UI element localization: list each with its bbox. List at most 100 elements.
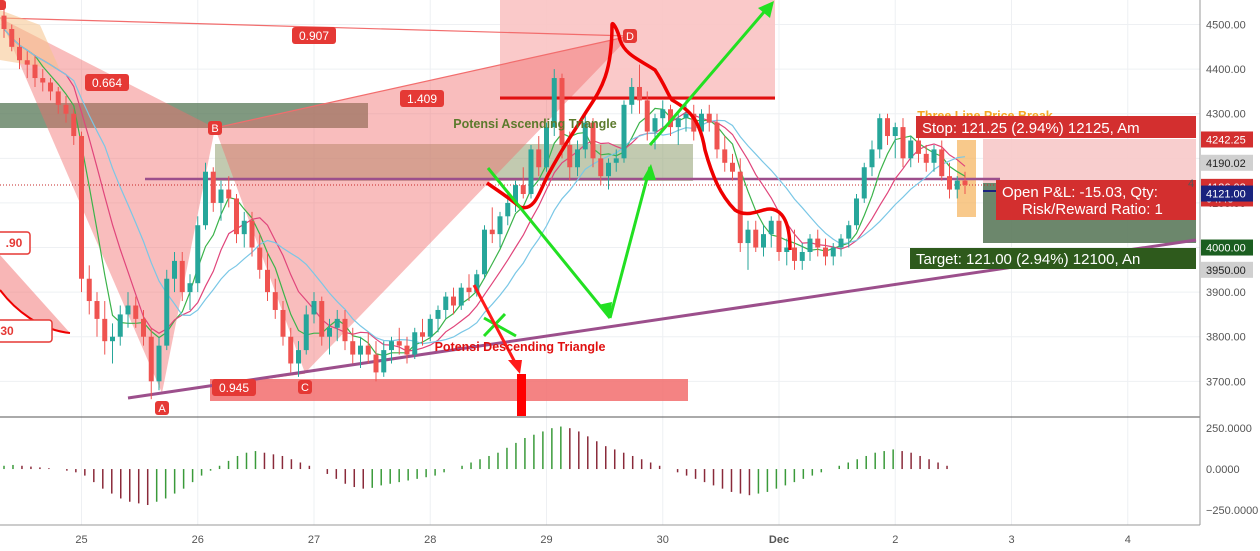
- candle: [621, 100, 627, 163]
- price-4-label: 4: [1188, 178, 1194, 190]
- candle: [637, 64, 642, 114]
- stop-label-box: [916, 116, 1196, 138]
- candle: [55, 86, 61, 114]
- ratio-0945-label: 0.945: [219, 381, 249, 395]
- price-tick-label: 3700.00: [1206, 376, 1246, 388]
- candle-body: [683, 113, 689, 119]
- price-axis-labels: 4242.254190.024136.0304:484121.004000.00…: [1201, 131, 1253, 278]
- candle-body: [644, 100, 650, 132]
- candle-body: [234, 198, 239, 235]
- candle: [559, 73, 565, 159]
- candle: [675, 113, 681, 145]
- candle: [606, 158, 611, 190]
- candle: [125, 292, 131, 328]
- candle: [768, 216, 774, 248]
- pattern-bd-line: [214, 35, 631, 129]
- ascending-triangle-zone: [215, 144, 693, 181]
- candle-body: [869, 149, 875, 168]
- price-badge: [1201, 239, 1253, 256]
- candle-body: [575, 149, 580, 168]
- candle: [714, 113, 720, 159]
- candle: [908, 136, 914, 168]
- candle-body: [768, 220, 774, 235]
- candle-body: [102, 318, 108, 342]
- red-arrow-line: [472, 284, 520, 369]
- candle-body: [551, 78, 557, 128]
- ratio-0945-box: [212, 379, 256, 396]
- green-cross-a: [483, 316, 517, 338]
- candle: [334, 309, 340, 342]
- time-tick-label: 28: [424, 534, 436, 546]
- candle: [86, 265, 92, 315]
- ratio-0907-label: 0.907: [299, 29, 329, 43]
- osc-tick-label: 250.0000: [1206, 423, 1252, 435]
- candle: [303, 305, 309, 355]
- candle-body: [482, 229, 487, 275]
- candle: [40, 69, 46, 92]
- candle: [24, 51, 30, 79]
- candle: [854, 194, 859, 230]
- candle: [412, 327, 418, 360]
- candle: [745, 220, 751, 270]
- moving-average-line: [3, 28, 966, 345]
- ratio-0907-box: [292, 27, 336, 44]
- candle: [420, 318, 425, 346]
- candle-body: [807, 238, 813, 252]
- candle-body: [427, 318, 433, 337]
- price-badge: [1201, 154, 1253, 171]
- candle-body: [567, 144, 573, 168]
- candle: [513, 180, 518, 212]
- candle: [249, 211, 255, 257]
- candle: [792, 229, 797, 270]
- candle-body: [435, 309, 441, 319]
- green-arrow-target-head: [758, 1, 774, 18]
- ratio-1409-box: [400, 90, 444, 107]
- candle: [272, 278, 278, 319]
- candle-body: [792, 247, 797, 261]
- candle-body: [195, 225, 201, 284]
- candle: [737, 158, 743, 252]
- candle-body: [753, 229, 759, 248]
- osc-tick-label: −250.0000: [1206, 505, 1258, 517]
- candle: [776, 211, 782, 261]
- candle: [613, 149, 619, 172]
- candle: [652, 113, 658, 150]
- candle: [365, 332, 371, 364]
- price-badge-label: 4242.25: [1206, 134, 1246, 146]
- candle-body: [373, 354, 379, 373]
- price-badge: [1201, 261, 1253, 278]
- ascending-triangle-label: Potensi Ascending Triangle: [453, 117, 617, 131]
- candle-body: [164, 278, 170, 346]
- candle-body: [86, 278, 92, 302]
- candle: [482, 225, 487, 279]
- point-c-label: C: [301, 382, 309, 394]
- candle: [544, 122, 549, 172]
- candle: [141, 309, 146, 346]
- candle-body: [931, 149, 937, 163]
- pnl-box: [996, 180, 1196, 220]
- candle: [156, 336, 162, 391]
- candle-body: [451, 296, 456, 306]
- candle: [520, 167, 526, 199]
- candle-body: [218, 189, 224, 203]
- time-tick-label: 3: [1008, 534, 1014, 546]
- candle: [71, 109, 77, 145]
- pattern-left-fragment: [0, 10, 60, 70]
- candle: [17, 37, 22, 70]
- candle-body: [257, 247, 263, 270]
- candle: [172, 251, 177, 293]
- candle: [590, 118, 596, 168]
- candle-body: [629, 86, 635, 105]
- candle-body: [559, 78, 565, 145]
- candle-body: [621, 104, 627, 159]
- price-tick-label: 3900.00: [1206, 287, 1246, 299]
- candle: [823, 238, 828, 266]
- candle: [319, 296, 325, 346]
- position-labels: Stop: 121.25 (2.94%) 12125, Am Open P&L:…: [910, 116, 1196, 269]
- candle: [900, 118, 906, 168]
- point-a-box: [155, 401, 169, 415]
- candle-body: [288, 336, 294, 364]
- candle-body: [458, 287, 464, 306]
- time-tick-label: 26: [192, 534, 204, 546]
